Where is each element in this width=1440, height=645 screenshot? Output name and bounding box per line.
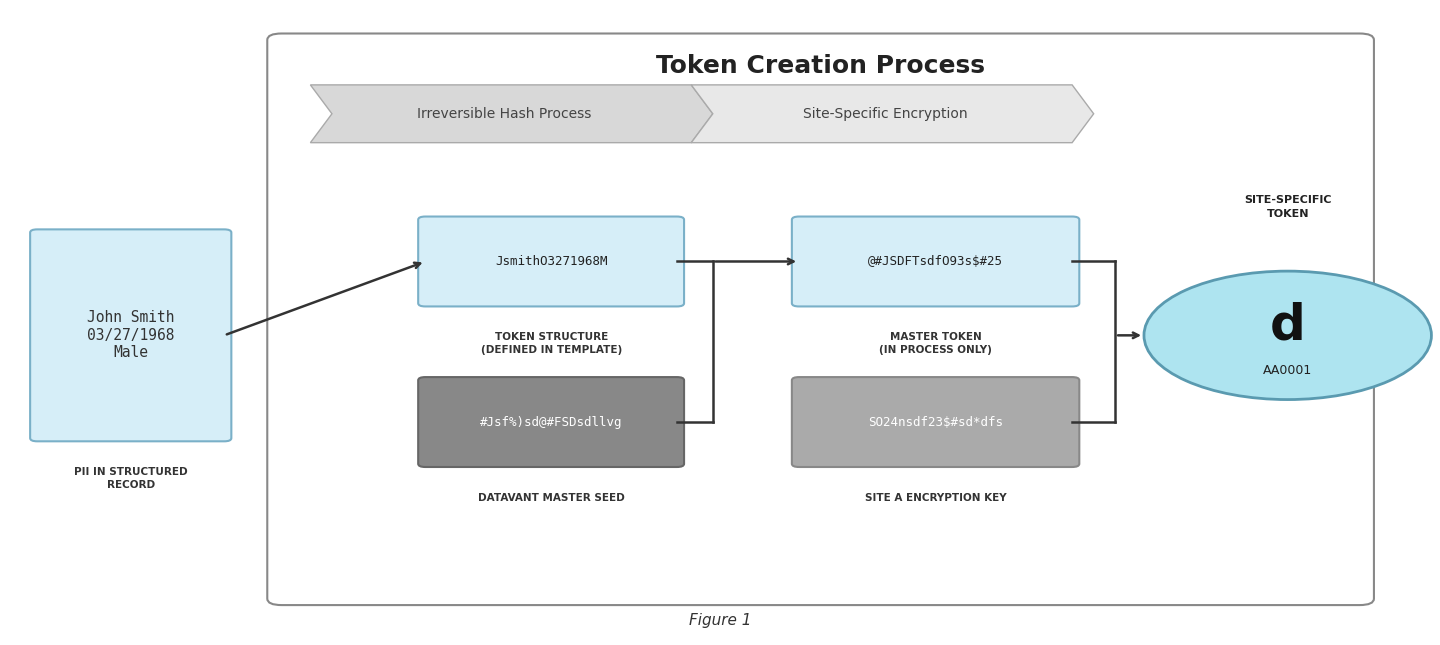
- FancyBboxPatch shape: [268, 34, 1374, 605]
- FancyBboxPatch shape: [792, 377, 1080, 467]
- Text: MASTER TOKEN
(IN PROCESS ONLY): MASTER TOKEN (IN PROCESS ONLY): [880, 332, 992, 355]
- Text: JsmithO3271968M: JsmithO3271968M: [495, 255, 608, 268]
- Text: AA0001: AA0001: [1263, 364, 1312, 377]
- Text: #Jsf%)sd@#FSDsdllvg: #Jsf%)sd@#FSDsdllvg: [480, 415, 622, 428]
- Polygon shape: [311, 85, 713, 143]
- Text: Figure 1: Figure 1: [688, 613, 752, 628]
- Text: PII IN STRUCTURED
RECORD: PII IN STRUCTURED RECORD: [73, 467, 187, 490]
- Circle shape: [1143, 271, 1431, 399]
- Text: TOKEN STRUCTURE
(DEFINED IN TEMPLATE): TOKEN STRUCTURE (DEFINED IN TEMPLATE): [481, 332, 622, 355]
- FancyBboxPatch shape: [30, 230, 232, 441]
- Text: SO24nsdf23$#sd*dfs: SO24nsdf23$#sd*dfs: [868, 415, 1004, 428]
- Text: SITE-SPECIFIC
TOKEN: SITE-SPECIFIC TOKEN: [1244, 195, 1332, 219]
- Polygon shape: [691, 85, 1093, 143]
- Text: Site-Specific Encryption: Site-Specific Encryption: [804, 107, 968, 121]
- FancyBboxPatch shape: [418, 217, 684, 306]
- Text: SITE A ENCRYPTION KEY: SITE A ENCRYPTION KEY: [865, 493, 1007, 502]
- FancyBboxPatch shape: [792, 217, 1080, 306]
- Text: John Smith
03/27/1968
Male: John Smith 03/27/1968 Male: [86, 310, 174, 361]
- Text: Irreversible Hash Process: Irreversible Hash Process: [418, 107, 592, 121]
- Text: Token Creation Process: Token Creation Process: [657, 54, 985, 77]
- FancyBboxPatch shape: [418, 377, 684, 467]
- Text: @#JSDFTsdfO93s$#25: @#JSDFTsdfO93s$#25: [868, 255, 1004, 268]
- Text: DATAVANT MASTER SEED: DATAVANT MASTER SEED: [478, 493, 625, 502]
- Text: d: d: [1270, 302, 1306, 350]
